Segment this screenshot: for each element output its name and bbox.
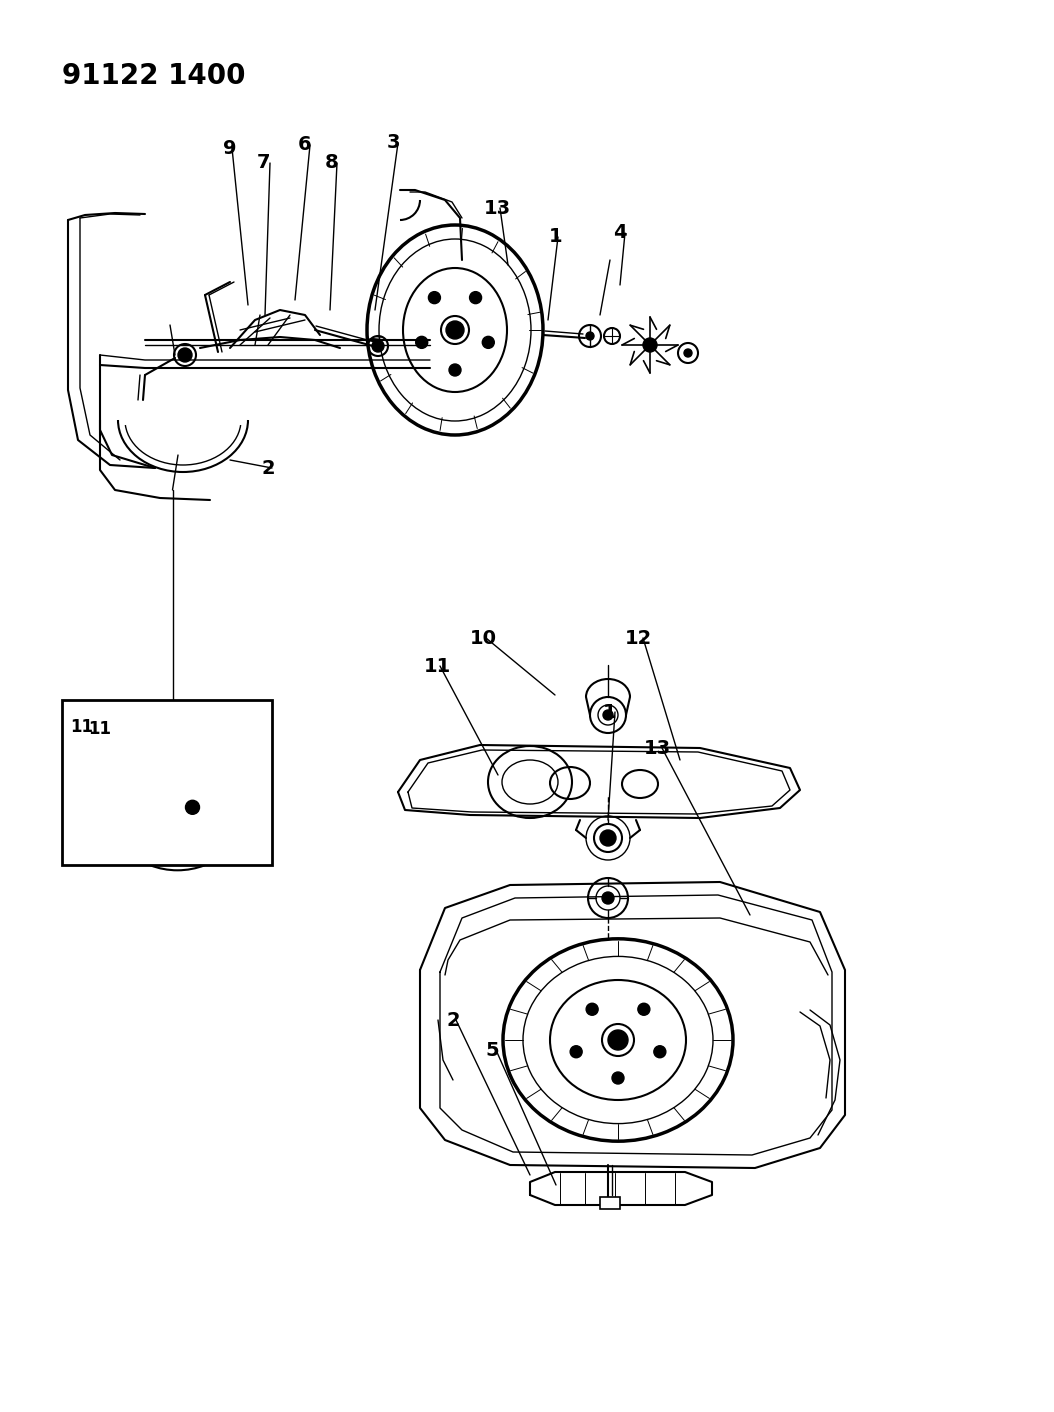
Text: 2: 2 [261,459,275,477]
Text: 10: 10 [469,628,496,648]
Text: 91122 1400: 91122 1400 [62,62,246,90]
Text: 3: 3 [386,134,399,152]
Circle shape [483,336,494,349]
Circle shape [602,892,614,904]
Bar [600,1197,620,1209]
Circle shape [586,332,594,340]
Text: 11: 11 [87,720,111,738]
Circle shape [428,292,441,304]
Text: 13: 13 [484,199,510,217]
Text: 1: 1 [603,703,617,722]
Bar [62,700,272,866]
Circle shape [449,364,461,376]
Text: 4: 4 [613,223,627,243]
Circle shape [600,830,616,846]
Text: 5: 5 [485,1041,499,1059]
Text: 13: 13 [643,738,670,757]
Circle shape [415,336,428,349]
Text: 9: 9 [223,138,237,158]
Text: 2: 2 [446,1011,460,1029]
Circle shape [372,340,384,352]
Circle shape [178,347,192,361]
Text: 11: 11 [424,657,451,675]
Text: 11: 11 [70,717,93,736]
Circle shape [186,801,199,815]
Text: 7: 7 [256,154,270,172]
Circle shape [653,1046,666,1058]
Circle shape [470,292,482,304]
Circle shape [586,1004,598,1015]
Circle shape [684,349,692,357]
Circle shape [643,337,657,352]
Circle shape [612,1072,624,1084]
Circle shape [446,321,464,339]
Text: 8: 8 [326,154,338,172]
Circle shape [608,1029,628,1051]
Text: 1: 1 [549,227,563,247]
Circle shape [603,710,613,720]
Text: 6: 6 [298,136,312,154]
Circle shape [638,1004,650,1015]
Circle shape [570,1046,582,1058]
Text: 12: 12 [624,628,651,648]
